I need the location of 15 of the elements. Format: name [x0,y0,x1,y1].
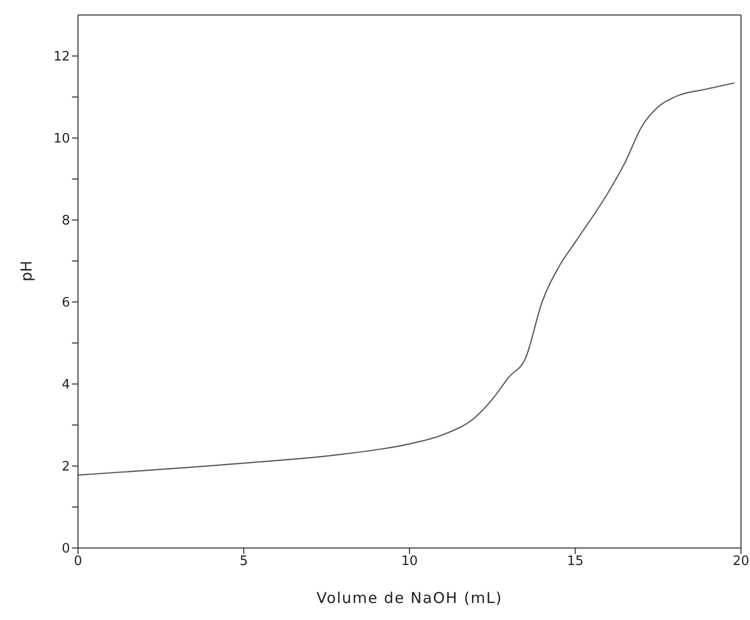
y-tick-label: 12 [53,50,70,65]
line-series [78,82,735,476]
x-tick-label: 5 [240,554,248,570]
y-tick-label: 2 [62,460,70,475]
x-tick-label: 20 [732,554,750,570]
y-tick-label: 0 [62,542,70,557]
y-tick-label: 4 [62,378,70,393]
y-tick-label: 8 [62,214,70,229]
y-axis-title: pH [17,260,36,282]
x-tick-label: 0 [74,554,82,570]
x-axis-title: Volume de NaOH (mL) [316,589,503,607]
y-tick-label: 6 [62,296,70,311]
y-tick-label: 10 [53,132,70,147]
x-tick-label: 10 [401,554,418,570]
x-tick-label: 15 [566,554,584,570]
